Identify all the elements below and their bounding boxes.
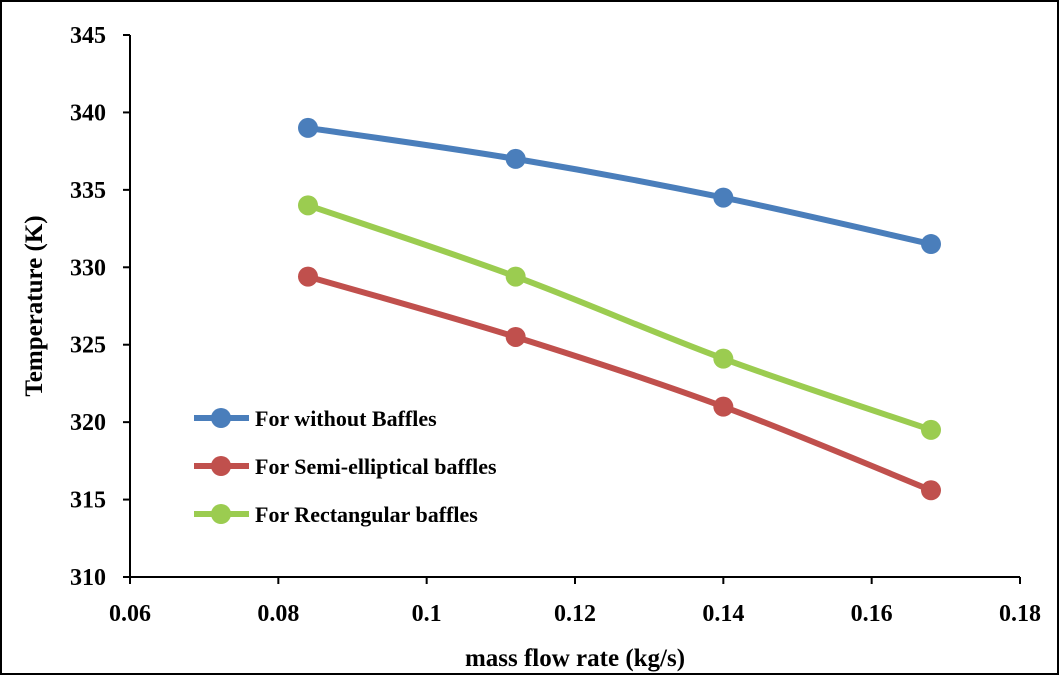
y-tick-label: 340 <box>70 100 106 126</box>
y-tick-label: 325 <box>70 333 106 359</box>
tick-labels: 310 315 320 325 330 335 340 345 0.06 0.08 0.1 0.12 0… <box>70 23 1041 627</box>
x-tick-label: 0.12 <box>554 601 596 627</box>
legend-label: For without Baffles <box>255 406 437 431</box>
series-2 <box>298 266 941 501</box>
data-point <box>921 234 941 255</box>
x-tick-label: 0.14 <box>702 601 744 627</box>
data-point <box>713 396 734 417</box>
data-point <box>505 326 526 347</box>
y-tick-label: 335 <box>70 178 106 204</box>
y-tick-label: 315 <box>70 488 106 514</box>
series-line <box>305 273 934 494</box>
x-tick-label: 0.18 <box>999 601 1041 627</box>
legend-item: For without Baffles <box>194 406 437 431</box>
y-tick-label: 310 <box>70 565 106 591</box>
y-tick-label: 330 <box>70 255 106 281</box>
data-point <box>505 148 526 169</box>
y-axis-title: Temperature (K) <box>21 215 48 396</box>
series-line <box>305 202 934 433</box>
series-3 <box>298 195 941 440</box>
legend-swatch-marker <box>211 456 231 476</box>
series-1 <box>298 117 941 255</box>
legend-item: For Semi-elliptical baffles <box>194 454 497 479</box>
legend-label: For Semi-elliptical baffles <box>255 454 497 479</box>
data-point <box>298 117 318 138</box>
legend-item: For Rectangular baffles <box>194 502 478 527</box>
series-layer <box>298 117 941 501</box>
legend-swatch-marker <box>211 504 231 524</box>
x-tick-label: 0.06 <box>109 601 151 627</box>
data-point <box>298 266 318 287</box>
data-point <box>298 195 318 216</box>
x-tick-label: 0.16 <box>851 601 893 627</box>
data-point <box>921 480 941 501</box>
x-tick-label: 0.1 <box>412 601 442 627</box>
data-point <box>921 419 941 440</box>
axes <box>123 34 1021 584</box>
legend-label: For Rectangular baffles <box>255 502 478 527</box>
data-point <box>505 266 526 287</box>
y-tick-label: 320 <box>70 410 106 436</box>
y-tick-label: 345 <box>70 23 106 49</box>
x-tick-label: 0.08 <box>257 601 299 627</box>
data-point <box>713 348 734 369</box>
series-line <box>305 124 934 248</box>
legend-swatch-marker <box>211 408 231 428</box>
legend: For without Baffles For Semi-elliptical b… <box>194 406 497 527</box>
data-point <box>713 187 734 208</box>
x-axis-title: mass flow rate (kg/s) <box>465 645 685 672</box>
